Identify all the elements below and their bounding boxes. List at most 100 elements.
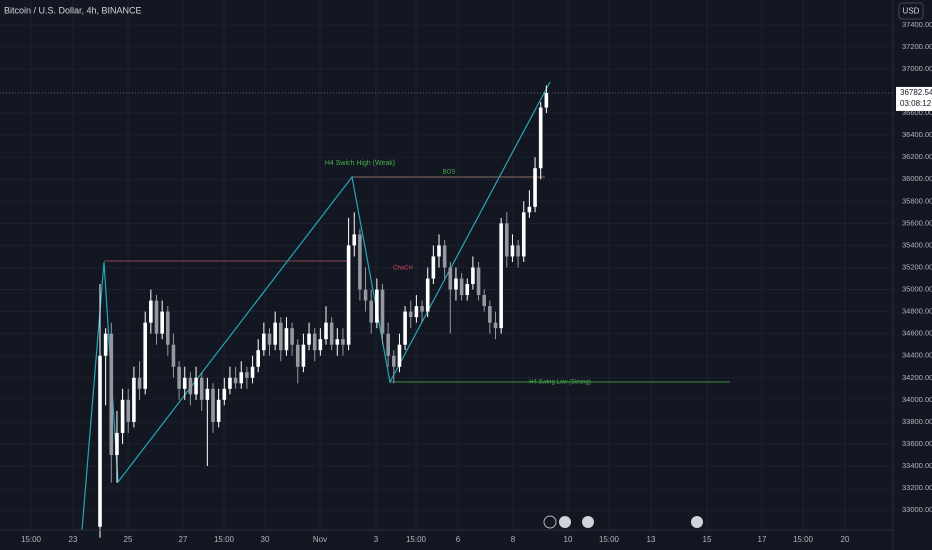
candle-body	[233, 377, 238, 384]
candle-body	[109, 333, 114, 455]
x-tick-label: 17	[758, 535, 767, 544]
candle-body	[250, 366, 255, 378]
candles	[98, 85, 549, 538]
x-tick-label: 6	[456, 535, 461, 544]
candle-body	[329, 322, 334, 345]
annotation-texts: H4 Swich High (Weak) BOS ChoCH H4 Swing …	[325, 160, 591, 386]
candle-body	[245, 372, 249, 378]
x-tick-label: 15:00	[214, 535, 235, 544]
candle-body	[510, 245, 515, 257]
countdown-label: 03:08:12	[900, 99, 932, 108]
choch-label: ChoCH	[393, 266, 413, 272]
candle-body	[499, 223, 503, 329]
candle-body	[103, 333, 108, 356]
chart-title: Bitcoin / U.S. Dollar, 4h, BINANCE	[4, 5, 142, 15]
candle-body	[239, 372, 244, 384]
candle-body	[228, 377, 232, 389]
candle-body	[216, 399, 221, 422]
x-tick-label: 25	[124, 535, 133, 544]
event-icon[interactable]	[582, 516, 594, 528]
y-tick-label: 34600.00	[902, 329, 932, 338]
candle-body	[301, 344, 306, 367]
x-tick-label: 3	[374, 535, 379, 544]
candle-body	[120, 399, 125, 433]
bos-label: BOS	[443, 170, 456, 176]
candle-body	[431, 256, 436, 279]
candle-body	[318, 339, 323, 351]
currency-label: USD	[903, 7, 920, 16]
candle-body	[284, 328, 289, 351]
candle-body	[222, 388, 227, 400]
candle-body	[408, 311, 413, 318]
candle-body	[256, 350, 260, 367]
candle-body	[538, 107, 543, 169]
candle-body	[98, 355, 102, 527]
candle-body	[188, 377, 193, 395]
candle-body	[115, 432, 119, 455]
candle-body	[414, 306, 419, 318]
candle-body	[544, 92, 549, 108]
candle-body	[182, 377, 187, 389]
candle-body	[369, 300, 373, 323]
candle-body	[437, 245, 441, 257]
candle-body	[392, 355, 396, 367]
candle-body	[126, 399, 131, 422]
candle-body	[177, 366, 181, 389]
candle-body	[482, 295, 486, 307]
candle-body	[488, 306, 492, 323]
candle-body	[352, 234, 357, 246]
y-tick-label: 37000.00	[902, 64, 932, 73]
event-icons	[543, 515, 703, 529]
x-tick-label: 8	[511, 535, 516, 544]
y-tick-label: 34000.00	[902, 395, 932, 404]
candle-body	[324, 322, 328, 340]
event-icon[interactable]	[691, 516, 703, 528]
y-tick-label: 35600.00	[902, 218, 932, 227]
candle-body	[205, 388, 210, 400]
candle-body	[154, 300, 159, 334]
candle-body	[341, 339, 345, 345]
x-tick-label: 15:00	[406, 535, 427, 544]
swing-high-label: H4 Swich High (Weak)	[325, 160, 395, 167]
event-icon[interactable]	[559, 516, 571, 528]
y-tick-label: 35000.00	[902, 285, 932, 294]
candle-body	[420, 306, 424, 312]
x-tick-label: 30	[261, 535, 270, 544]
y-tick-label: 34800.00	[902, 307, 932, 316]
y-tick-label: 33600.00	[902, 439, 932, 448]
candle-body	[143, 322, 147, 389]
candle-body	[171, 344, 176, 367]
y-tick-label: 35200.00	[902, 262, 932, 271]
candle-body	[262, 333, 266, 351]
candle-body	[476, 267, 481, 296]
x-tick-label: 27	[179, 535, 188, 544]
candle-body	[358, 234, 362, 290]
candle-body	[448, 267, 453, 290]
candle-body	[160, 311, 164, 334]
candle-body	[346, 245, 351, 345]
candle-body	[137, 377, 142, 389]
candle-body	[442, 245, 447, 268]
grid	[0, 0, 893, 530]
y-tick-label: 37200.00	[902, 42, 932, 51]
candle-body	[527, 206, 532, 213]
candle-body	[471, 267, 475, 285]
x-tick-label: 15:00	[21, 535, 42, 544]
candle-body	[403, 311, 407, 345]
candle-body	[279, 322, 283, 351]
event-icon[interactable]	[543, 515, 557, 529]
candle-body	[493, 322, 498, 329]
candle-body	[149, 300, 153, 323]
y-tick-label: 35400.00	[902, 240, 932, 249]
candle-body	[516, 245, 520, 257]
y-tick-label: 33200.00	[902, 483, 932, 492]
last-price-label: 36782.54	[900, 88, 932, 97]
x-tick-label: 15:00	[599, 535, 620, 544]
candle-body	[290, 328, 294, 345]
time-axis: 15:00 23 25 27 15:00 30 Nov 3 15:00 6 8 10 15:00 13 15…	[21, 535, 850, 544]
x-tick-label: 13	[647, 535, 656, 544]
currency-button[interactable]	[898, 2, 924, 20]
x-tick-label: 15	[703, 535, 712, 544]
swing-low-label: H4 Swing Low (Strong)	[529, 380, 591, 386]
